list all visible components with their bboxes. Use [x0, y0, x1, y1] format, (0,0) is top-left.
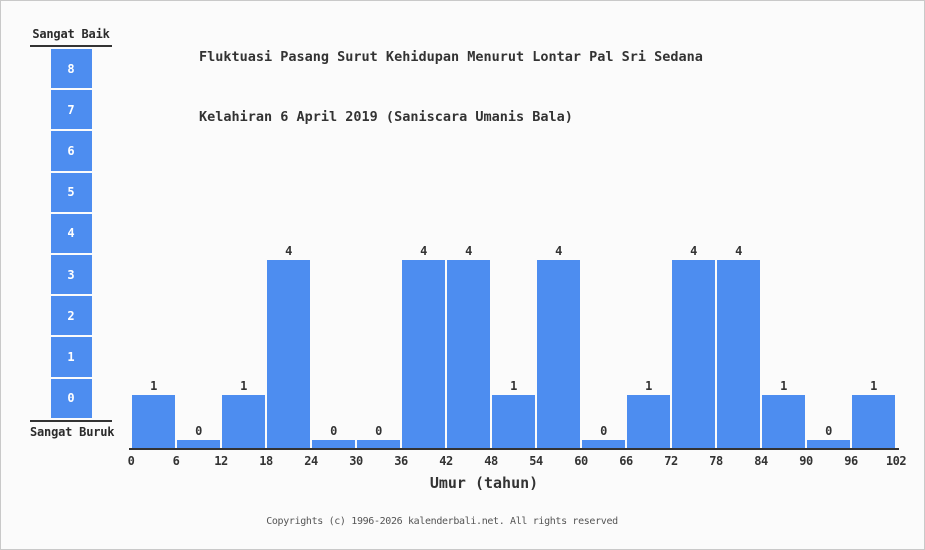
bar-group-24-30: 0 [311, 425, 356, 449]
x-tick-90: 90 [799, 454, 813, 468]
x-tick-96: 96 [844, 454, 858, 468]
bar-value-label: 4 [735, 244, 742, 258]
x-tick-102: 102 [885, 454, 907, 468]
bar-group-90-96: 0 [806, 425, 851, 449]
bar-group-0-6: 1 [131, 380, 176, 449]
chart-title-line2: Kelahiran 6 April 2019 (Saniscara Umanis… [199, 109, 573, 125]
bar-value-label: 1 [870, 379, 877, 393]
bar-group-78-84: 4 [716, 245, 761, 449]
bar [582, 440, 625, 449]
chart-title: Fluktuasi Pasang Surut Kehidupan Menurut… [199, 7, 703, 167]
x-axis-ticks: 0 6 12 18 24 30 36 42 48 54 60 66 72 78 84 90 96 102 [127, 454, 907, 468]
bar-value-label: 1 [510, 379, 517, 393]
x-tick-24: 24 [304, 454, 318, 468]
scale-cell-2: 2 [50, 296, 92, 336]
bar [627, 395, 670, 449]
bar-group-6-12: 0 [176, 425, 221, 449]
bar [717, 260, 760, 449]
bar [222, 395, 265, 449]
bar [852, 395, 895, 449]
bar-group-96-102: 1 [851, 380, 896, 449]
x-axis-label: Umur (tahun) [429, 474, 539, 492]
bar [312, 440, 355, 449]
bar-group-66-72: 1 [626, 380, 671, 449]
bar-group-42-48: 4 [446, 245, 491, 449]
bar [132, 395, 175, 449]
x-tick-66: 66 [619, 454, 633, 468]
bar-group-48-54: 1 [491, 380, 536, 449]
scale-cell-0: 0 [50, 378, 92, 418]
scale-cell-6: 6 [50, 131, 92, 171]
bar-group-12-18: 1 [221, 380, 266, 449]
x-tick-60: 60 [574, 454, 588, 468]
bar [177, 440, 220, 449]
bar-group-60-66: 0 [581, 425, 626, 449]
scale-cell-8: 8 [50, 49, 92, 89]
bar-value-label: 1 [150, 379, 157, 393]
bar-group-72-78: 4 [671, 245, 716, 449]
chart-title-line1: Fluktuasi Pasang Surut Kehidupan Menurut… [199, 49, 703, 65]
x-tick-84: 84 [754, 454, 768, 468]
scale-label-best: Sangat Baik [32, 27, 110, 41]
x-tick-36: 36 [394, 454, 408, 468]
bar-group-54-60: 4 [536, 245, 581, 449]
bar [807, 440, 850, 449]
scale-cell-1: 1 [50, 337, 92, 377]
bar [537, 260, 580, 449]
bar-value-label: 4 [465, 244, 472, 258]
bar [267, 260, 310, 449]
bar-group-36-42: 4 [401, 245, 446, 449]
bar-value-label: 1 [645, 379, 652, 393]
scale-cell-5: 5 [50, 172, 92, 212]
bar [357, 440, 400, 449]
x-tick-48: 48 [484, 454, 498, 468]
bar [492, 395, 535, 449]
bar-value-label: 4 [285, 244, 292, 258]
bar-value-label: 0 [375, 424, 382, 438]
bar [402, 260, 445, 449]
x-tick-12: 12 [214, 454, 228, 468]
bar-group-84-90: 1 [761, 380, 806, 449]
scale-label-worst: Sangat Buruk [30, 424, 115, 439]
x-tick-0: 0 [127, 454, 135, 468]
bar [447, 260, 490, 449]
scale-cell-4: 4 [50, 213, 92, 253]
copyright-footer: Copyrights (c) 1996-2026 kalenderbali.ne… [266, 516, 618, 527]
x-tick-78: 78 [709, 454, 723, 468]
bar-plot: 1 0 1 4 0 0 4 4 1 4 0 1 4 4 1 0 1 [131, 241, 896, 449]
bar [762, 395, 805, 449]
bar-group-18-24: 4 [266, 245, 311, 449]
bar-value-label: 0 [330, 424, 337, 438]
x-axis-line [129, 448, 899, 450]
bar-value-label: 0 [600, 424, 607, 438]
x-tick-42: 42 [439, 454, 453, 468]
scale-cell-3: 3 [50, 254, 92, 295]
x-tick-18: 18 [259, 454, 273, 468]
bar-value-label: 4 [420, 244, 427, 258]
bar-group-30-36: 0 [356, 425, 401, 449]
bar-value-label: 1 [240, 379, 247, 393]
x-tick-30: 30 [349, 454, 363, 468]
x-tick-6: 6 [172, 454, 180, 468]
bar-value-label: 0 [825, 424, 832, 438]
scale-cell-7: 7 [50, 90, 92, 130]
bar [672, 260, 715, 449]
x-tick-72: 72 [664, 454, 678, 468]
bar-value-label: 1 [780, 379, 787, 393]
bar-value-label: 0 [195, 424, 202, 438]
bar-value-label: 4 [555, 244, 562, 258]
bar-value-label: 4 [690, 244, 697, 258]
x-tick-54: 54 [529, 454, 543, 468]
